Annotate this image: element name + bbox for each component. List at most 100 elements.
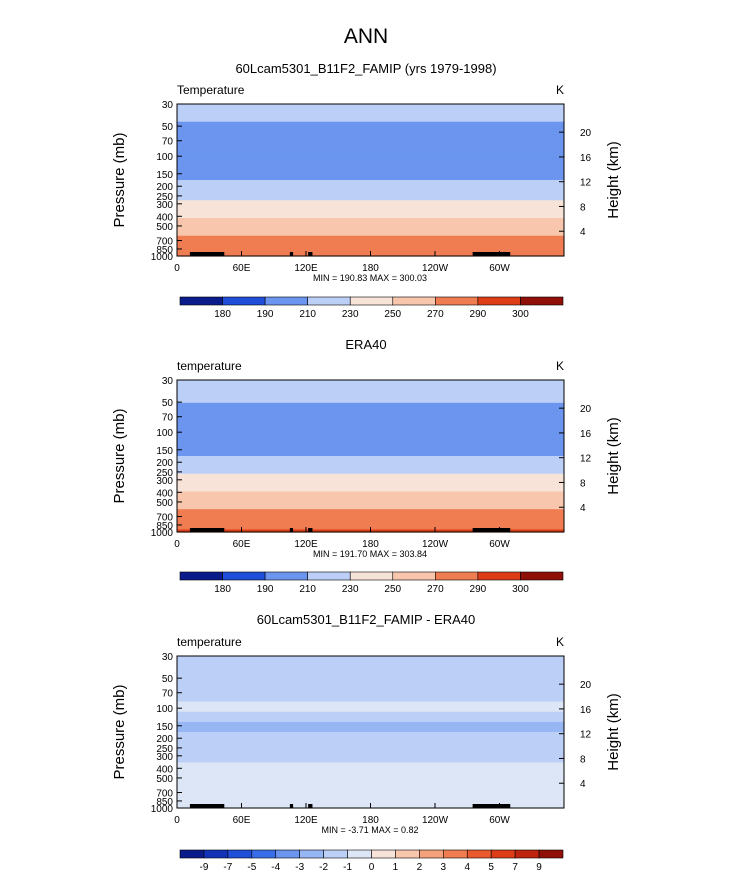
y-tick-label: 250 [156,192,173,203]
field-band [177,483,564,487]
colorbar-box [477,571,521,581]
field-band [177,144,564,148]
field-band [177,185,564,189]
field-band [177,390,564,394]
field-band [177,476,564,480]
y-tick-label: 1000 [151,528,174,539]
panel-title: 60Lcam5301_B11F2_FAMIP (yrs 1979-1998) [235,61,496,76]
x-tick-label: 180 [362,539,379,550]
colorbar-box [349,571,394,581]
x-tick-label: 120W [422,263,449,274]
y-tick-label: 100 [156,152,173,163]
height-tick-label: 16 [580,429,592,440]
height-tick-label: 12 [580,178,592,189]
colorbar-label: 290 [470,309,487,320]
terrain-mask [215,804,225,808]
variable-label: temperature [177,359,242,373]
field-band [177,696,564,700]
x-tick-label: 60W [489,539,510,550]
colorbar-box [392,571,436,581]
field-band [177,511,564,515]
field-band [177,521,564,525]
x-tick-label: 60W [489,263,510,274]
field-band [177,658,564,662]
field-band [177,134,564,138]
field-band [177,450,564,455]
field-band [177,726,564,731]
colorbar-label: 290 [470,584,487,595]
y-tick-label: 150 [156,722,173,733]
colorbar-label: 3 [441,862,447,873]
field-band [177,385,564,389]
field-band [177,656,564,660]
terrain-mask [289,528,294,532]
colorbar-box [222,571,266,581]
field-band [177,245,564,249]
field-band [177,491,564,495]
terrain-mask [215,252,225,256]
colorbar-label: -3 [295,862,304,873]
field-band [177,387,564,391]
field-band [177,737,564,741]
field-band [177,243,564,247]
field-band [177,212,564,217]
field-band [177,407,564,411]
y-axis-title: Pressure (mb) [111,408,128,503]
field-band [177,139,564,143]
x-tick-label: 180 [362,815,379,826]
field-band [177,164,564,168]
field-band [177,488,564,493]
terrain-mask [472,252,511,256]
field-band [177,458,564,462]
colorbar-box [520,571,564,581]
field-band [177,154,564,158]
colorbar-label: 7 [512,862,518,873]
colorbar-label: -4 [271,862,280,873]
colorbar-box [520,296,564,306]
field-band [177,742,564,746]
y-axis-title-right: Height (km) [605,417,622,495]
field-band [177,524,564,528]
y-tick-label: 30 [162,376,174,387]
x-tick-label: 60E [233,539,251,550]
field-band [177,443,564,447]
y-axis-title: Pressure (mb) [111,132,128,227]
field-band [177,430,564,434]
y-tick-label: 400 [156,488,173,499]
field-band [177,739,564,743]
field-band [177,136,564,141]
field-band [177,466,564,470]
colorbar-label: 230 [342,309,359,320]
units-label: K [556,635,564,649]
colorbar-label: 5 [488,862,494,873]
y-tick-label: 1000 [151,804,174,815]
colorbar-label: 180 [214,584,231,595]
field-band [177,711,564,715]
colorbar-box [264,571,308,581]
field-band [177,699,564,703]
variable-label: Temperature [177,83,245,97]
field-band [177,754,564,758]
field-band [177,797,564,801]
field-band [177,169,564,173]
terrain-mask [308,528,313,532]
colorbar-box [203,849,229,859]
field-band [177,461,564,465]
colorbar-box [307,296,351,306]
field-band [177,499,564,503]
field-band [177,167,564,171]
field-band [177,688,564,693]
field-band [177,775,564,779]
field-band [177,433,564,437]
field-band [177,147,564,151]
field-band [177,418,564,422]
height-tick-label: 8 [580,202,586,213]
field-band [177,121,564,125]
field-band [177,233,564,237]
field-band [177,438,564,442]
field-band [177,435,564,439]
colorbar-label: -9 [199,862,208,873]
terrain-mask [308,804,313,808]
y-tick-label: 700 [156,237,173,248]
colorbar-label: 190 [257,584,274,595]
